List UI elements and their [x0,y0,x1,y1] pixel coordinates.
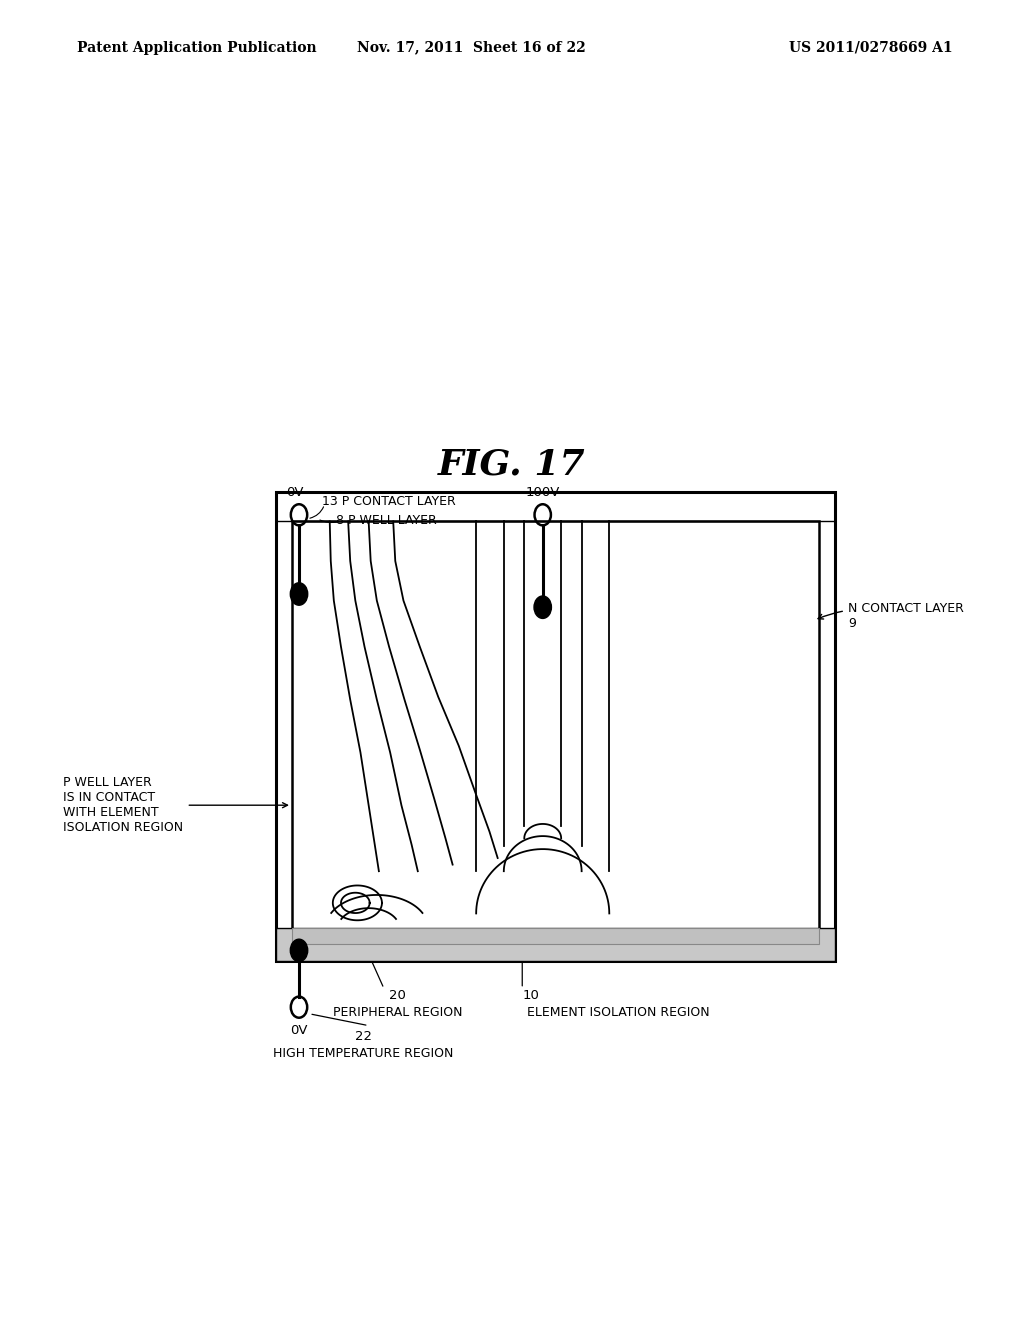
Text: PERIPHERAL REGION: PERIPHERAL REGION [333,1006,462,1019]
Bar [292,928,819,944]
Bar [292,521,819,944]
Text: Nov. 17, 2011  Sheet 16 of 22: Nov. 17, 2011 Sheet 16 of 22 [356,41,586,54]
Text: 0V: 0V [290,1024,308,1038]
Circle shape [291,939,307,961]
Text: HIGH TEMPERATURE REGION: HIGH TEMPERATURE REGION [273,1047,454,1060]
Text: 22: 22 [355,1030,372,1043]
Circle shape [535,595,551,618]
Text: FIG. 17: FIG. 17 [438,447,586,482]
Text: Patent Application Publication: Patent Application Publication [77,41,316,54]
Text: P WELL LAYER
IS IN CONTACT
WITH ELEMENT
ISOLATION REGION: P WELL LAYER IS IN CONTACT WITH ELEMENT … [63,776,288,834]
Bar [276,928,835,961]
Text: 10: 10 [522,989,539,1002]
Text: 20: 20 [389,989,406,1002]
Bar [276,492,835,961]
Text: N CONTACT LAYER
9: N CONTACT LAYER 9 [818,602,964,631]
Text: 8 P WELL LAYER: 8 P WELL LAYER [336,513,436,527]
Circle shape [291,582,307,605]
Text: US 2011/0278669 A1: US 2011/0278669 A1 [788,41,952,54]
Text: 100V: 100V [525,486,560,499]
Text: 0V: 0V [286,486,304,499]
Text: ELEMENT ISOLATION REGION: ELEMENT ISOLATION REGION [527,1006,710,1019]
Text: 13 P CONTACT LAYER: 13 P CONTACT LAYER [322,495,456,508]
